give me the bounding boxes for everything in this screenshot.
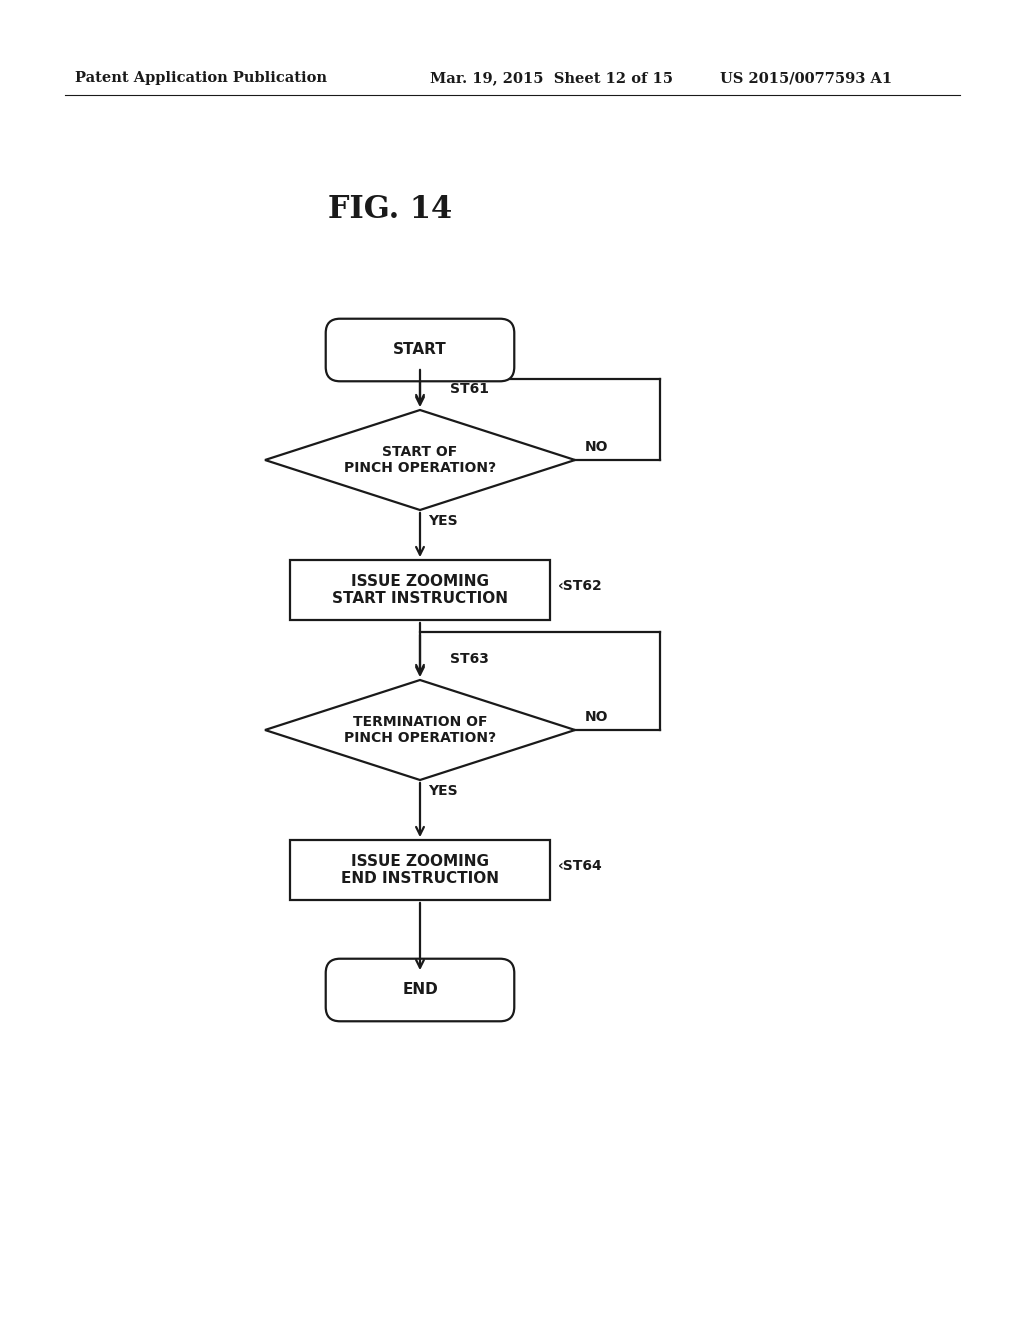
Text: US 2015/0077593 A1: US 2015/0077593 A1 — [720, 71, 892, 84]
Text: YES: YES — [428, 513, 458, 528]
Text: ‹ST62: ‹ST62 — [558, 579, 603, 593]
Text: FIG. 14: FIG. 14 — [328, 194, 453, 226]
Text: NO: NO — [585, 710, 608, 723]
Polygon shape — [265, 680, 575, 780]
Bar — [290, 840, 550, 900]
Text: NO: NO — [585, 440, 608, 454]
Text: ST61: ST61 — [450, 381, 489, 396]
FancyBboxPatch shape — [326, 958, 514, 1022]
Text: ISSUE ZOOMING
END INSTRUCTION: ISSUE ZOOMING END INSTRUCTION — [341, 854, 499, 886]
Text: Mar. 19, 2015  Sheet 12 of 15: Mar. 19, 2015 Sheet 12 of 15 — [430, 71, 673, 84]
Text: ST63: ST63 — [450, 652, 488, 667]
Text: ISSUE ZOOMING
START INSTRUCTION: ISSUE ZOOMING START INSTRUCTION — [332, 574, 508, 606]
Polygon shape — [265, 411, 575, 510]
Text: Patent Application Publication: Patent Application Publication — [75, 71, 327, 84]
Text: START OF
PINCH OPERATION?: START OF PINCH OPERATION? — [344, 445, 496, 475]
Bar — [290, 560, 550, 620]
FancyBboxPatch shape — [326, 318, 514, 381]
Text: YES: YES — [428, 784, 458, 799]
Text: START: START — [393, 342, 446, 358]
Text: TERMINATION OF
PINCH OPERATION?: TERMINATION OF PINCH OPERATION? — [344, 715, 496, 744]
Text: END: END — [402, 982, 438, 998]
Text: ‹ST64: ‹ST64 — [558, 859, 603, 873]
